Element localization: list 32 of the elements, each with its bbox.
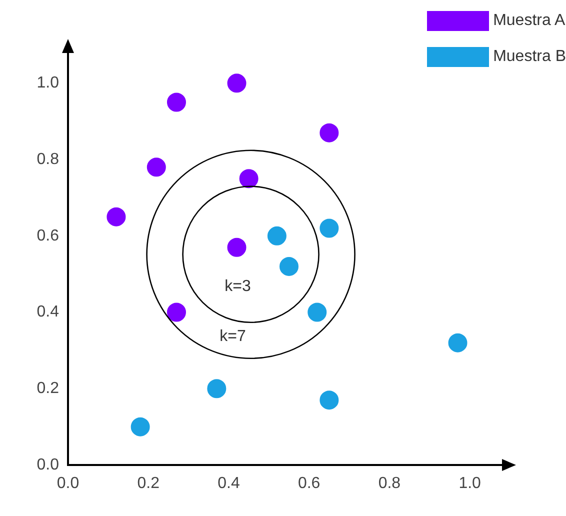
- x-tick-label: 0.0: [56, 475, 80, 492]
- point: [207, 379, 226, 398]
- legend-label: Muestra B: [493, 48, 566, 66]
- point: [280, 256, 298, 276]
- y-tick-label: 1.0: [36, 74, 60, 92]
- point: [227, 74, 246, 93]
- y-tick-label: 0.8: [36, 150, 60, 168]
- x-tick-label: 1.0: [458, 475, 482, 492]
- y-tick-label: 0.2: [36, 380, 60, 398]
- point: [166, 302, 186, 322]
- annotation: k=7: [220, 328, 246, 345]
- y-tick-label: 0.4: [36, 304, 60, 321]
- x-tick-label: 0.8: [378, 475, 401, 492]
- y-tick-label: 0.6: [36, 227, 60, 244]
- y-tick-label: 0.0: [36, 456, 60, 474]
- point: [227, 238, 246, 257]
- x-tick-label: 0.2: [137, 475, 160, 492]
- point: [320, 218, 339, 238]
- point: [267, 226, 286, 246]
- point: [130, 417, 150, 436]
- point: [106, 207, 126, 226]
- point: [146, 158, 166, 177]
- point: [320, 390, 339, 410]
- point: [239, 169, 258, 188]
- point: [448, 333, 468, 352]
- x-tick-label: 0.6: [298, 475, 320, 492]
- point: [308, 302, 327, 322]
- point: [320, 123, 339, 142]
- point: [166, 92, 186, 112]
- legend-label: Muestra A: [493, 12, 566, 30]
- annotation: k=3: [224, 278, 252, 295]
- x-tick-label: 0.4: [218, 475, 240, 492]
